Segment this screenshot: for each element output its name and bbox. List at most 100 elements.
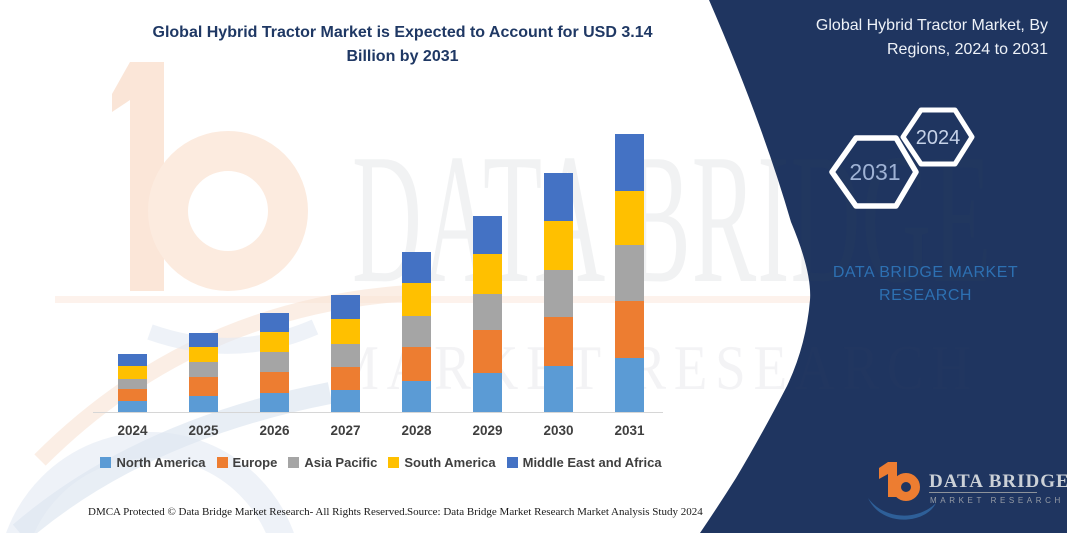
x-tick-label: 2025 — [188, 423, 219, 438]
bar-segment — [473, 294, 502, 330]
x-tick-label: 2029 — [472, 423, 503, 438]
bar-segment — [118, 401, 147, 413]
bar-segment — [189, 333, 218, 347]
bar-segment — [402, 316, 431, 347]
stacked-bar-2029 — [473, 216, 502, 413]
legend-item: Middle East and Africa — [506, 455, 662, 470]
chart-title: Global Hybrid Tractor Market is Expected… — [95, 21, 710, 69]
bar-segment — [402, 381, 431, 413]
stacked-bar-2026 — [260, 313, 289, 413]
footer-source-text: Source: Data Bridge Market Research Mark… — [407, 506, 703, 518]
x-axis-line — [93, 412, 663, 413]
bar-segment — [615, 358, 644, 413]
bar-segment — [544, 221, 573, 270]
legend-marker — [288, 457, 300, 468]
legend-label: Middle East and Africa — [522, 455, 662, 470]
legend-marker — [506, 457, 518, 468]
bar-segment — [260, 332, 289, 352]
legend-item: North America — [100, 455, 206, 470]
bar-segment — [402, 347, 431, 381]
stacked-bar-2025 — [189, 333, 218, 413]
panel-title-line1: Global Hybrid Tractor Market, By — [815, 17, 1048, 34]
stacked-bar-2028 — [402, 252, 431, 413]
stacked-bar-2024 — [118, 354, 147, 413]
stacked-bar-2030 — [544, 173, 573, 413]
legend-item: Asia Pacific — [288, 455, 377, 470]
panel-title-line2: Regions, 2024 to 2031 — [886, 41, 1048, 58]
panel-title: Global Hybrid Tractor Market, By Regions… — [758, 14, 1048, 62]
watermark-text-row1: DATA BRIDGE — [352, 116, 993, 322]
footer-dmca-text: DMCA Protected © Data Bridge Market Rese… — [88, 506, 408, 518]
bar-segment — [260, 352, 289, 372]
stacked-bar-2027 — [331, 295, 360, 413]
legend-marker — [216, 457, 228, 468]
x-tick-label: 2024 — [117, 423, 148, 438]
bar-segment — [473, 254, 502, 294]
x-tick-label: 2026 — [259, 423, 290, 438]
legend-item: Europe — [216, 455, 278, 470]
watermark-text-row2: MARKET RESEARCH — [330, 332, 979, 403]
bar-segment — [189, 347, 218, 362]
bar-segment — [189, 362, 218, 377]
bar-segment — [544, 173, 573, 221]
bar-segment — [544, 270, 573, 317]
legend-marker — [388, 457, 400, 468]
legend-marker — [100, 457, 112, 468]
hexagon-2031-label: 2031 — [849, 159, 900, 185]
bar-segment — [331, 367, 360, 390]
bar-segment — [331, 344, 360, 367]
legend-label: Europe — [232, 455, 278, 470]
panel-brand-line2: RESEARCH — [879, 287, 972, 304]
plot-area — [118, 134, 644, 413]
bar-segment — [189, 396, 218, 413]
bar-segment — [118, 389, 147, 401]
logo-underline — [929, 492, 1037, 493]
x-tick-label: 2031 — [614, 423, 645, 438]
bar-segment — [331, 295, 360, 319]
bar-segment — [118, 354, 147, 366]
bar-segment — [260, 372, 289, 393]
logo-subtitle: MARKET RESEARCH — [930, 496, 1064, 505]
chart-title-line2: Billion by 2031 — [346, 48, 459, 65]
x-tick-label: 2028 — [401, 423, 432, 438]
bar-segment — [544, 366, 573, 413]
bar-segment — [615, 191, 644, 245]
bar-segment — [615, 245, 644, 301]
legend-label: North America — [116, 455, 206, 470]
bar-segment — [615, 301, 644, 358]
legend-item: South America — [388, 455, 496, 470]
logo-wordmark: DATA BRIDGE — [929, 471, 1067, 492]
logo-b-icon — [868, 462, 936, 520]
hexagon-2031: 2031 — [829, 135, 919, 209]
x-tick-label: 2030 — [543, 423, 574, 438]
bar-segment — [118, 379, 147, 389]
x-tick-label: 2027 — [330, 423, 361, 438]
bar-segment — [260, 313, 289, 332]
bar-segment — [331, 319, 360, 344]
chart-title-line1: Global Hybrid Tractor Market is Expected… — [152, 24, 653, 41]
legend-label: Asia Pacific — [304, 455, 378, 470]
bar-segment — [189, 377, 218, 396]
bar-segment — [615, 134, 644, 191]
bar-segment — [473, 216, 502, 254]
bar-segment — [473, 330, 502, 373]
bar-segment — [544, 317, 573, 366]
legend: North America Europe Asia Pacific South Ame… — [85, 455, 677, 470]
watermark-b-logo — [112, 62, 308, 291]
bar-segment — [473, 373, 502, 413]
bar-segment — [402, 252, 431, 283]
bar-segment — [402, 283, 431, 316]
bar-segment — [260, 393, 289, 413]
hexagon-2024: 2024 — [900, 107, 975, 167]
hexagon-2024-label: 2024 — [916, 127, 961, 149]
panel-brand-line1: DATA BRIDGE MARKET — [832, 264, 1019, 281]
bar-segment — [118, 366, 147, 379]
panel-brand-text: DATA BRIDGE MARKET RESEARCH — [798, 261, 1053, 307]
bar-segment — [331, 390, 360, 413]
legend-label: South America — [404, 455, 496, 470]
stacked-bar-2031 — [615, 134, 644, 413]
